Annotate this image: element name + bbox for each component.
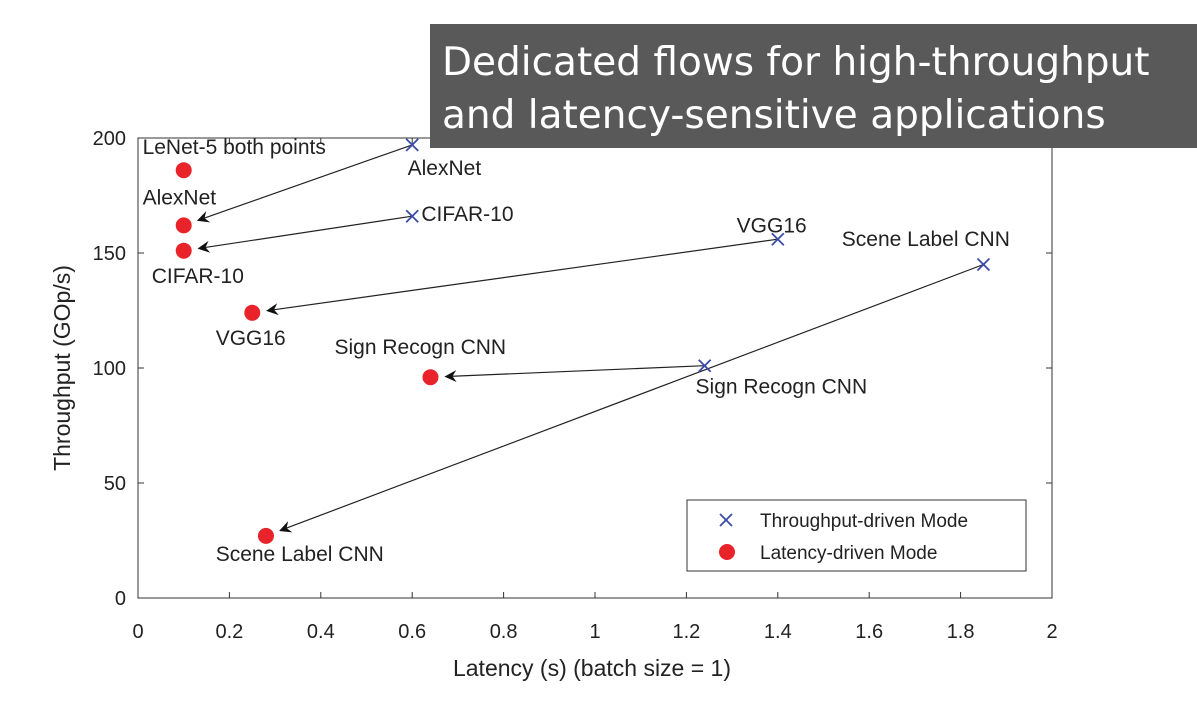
latency-point: [175, 217, 192, 234]
latency-point: [244, 304, 261, 321]
arrow: [196, 144, 413, 223]
legend-marker-latency: [719, 544, 735, 560]
latency-point: [175, 162, 192, 179]
point-label: Sign Recogn CNN: [335, 336, 507, 359]
throughput-point: [405, 209, 419, 223]
point-label: CIFAR-10: [152, 265, 244, 288]
throughput-point: [405, 138, 419, 152]
title-banner: Dedicated flows for high-throughput and …: [430, 24, 1197, 148]
y-tick-label: 200: [93, 128, 126, 150]
x-axis-title: Latency (s) (batch size = 1): [453, 655, 731, 681]
data-points: [175, 138, 991, 544]
x-tick-label: 0.2: [215, 621, 243, 643]
y-tick-label: 50: [104, 473, 126, 495]
y-tick-label: 100: [93, 358, 126, 380]
x-axis: 0 0.2 0.4 0.6 0.8 1 1.2 1.4 1.6 1.8 2: [132, 138, 1058, 643]
point-label: AlexNet: [408, 157, 482, 180]
x-tick-label: 0: [132, 621, 143, 643]
x-tick-label: 1.2: [672, 621, 700, 643]
y-axis: 0 50 100 150 200: [93, 128, 1052, 610]
point-label: Scene Label CNN: [216, 543, 384, 566]
arrow: [279, 263, 984, 533]
banner-line-1: Dedicated flows for high-throughput: [442, 40, 1150, 85]
legend-label-latency: Latency-driven Mode: [760, 543, 937, 564]
legend-marker-throughput: [719, 513, 733, 527]
x-tick-label: 1.4: [764, 621, 792, 643]
point-label: LeNet-5 both points: [143, 136, 326, 159]
x-tick-label: 0.4: [307, 621, 335, 643]
x-tick-label: 1.6: [855, 621, 883, 643]
throughput-point: [771, 232, 785, 246]
y-tick-label: 150: [93, 243, 126, 265]
point-label: VGG16: [216, 327, 286, 350]
y-axis-title: Throughput (GOp/s): [49, 265, 75, 471]
latency-point: [257, 527, 274, 544]
point-label: AlexNet: [143, 187, 217, 210]
arrow: [266, 238, 778, 316]
arrow: [444, 365, 705, 383]
y-tick-label: 0: [115, 588, 126, 610]
point-label: VGG16: [737, 214, 807, 237]
legend: Throughput-driven Mode Latency-driven Mo…: [686, 499, 1027, 572]
point-label: Sign Recogn CNN: [696, 375, 868, 398]
point-labels: LeNet-5 both points AlexNet CIFAR-10 VGG16 S…: [143, 136, 1010, 566]
throughput-point: [976, 257, 991, 272]
legend-box: [686, 499, 1027, 572]
latency-point: [422, 369, 439, 386]
point-label: Scene Label CNN: [842, 228, 1010, 251]
x-tick-label: 1: [589, 621, 600, 643]
latency-point: [175, 242, 192, 259]
point-label: CIFAR-10: [421, 203, 513, 226]
throughput-point: [698, 359, 712, 373]
x-tick-label: 0.8: [490, 621, 518, 643]
x-tick-label: 1.8: [947, 621, 975, 643]
x-tick-label: 0.6: [398, 621, 426, 643]
banner-line-2: and latency-sensitive applications: [442, 93, 1106, 138]
legend-label-throughput: Throughput-driven Mode: [760, 511, 968, 532]
arrows: [196, 144, 984, 533]
x-tick-label: 2: [1046, 621, 1057, 643]
arrow: [197, 215, 413, 253]
